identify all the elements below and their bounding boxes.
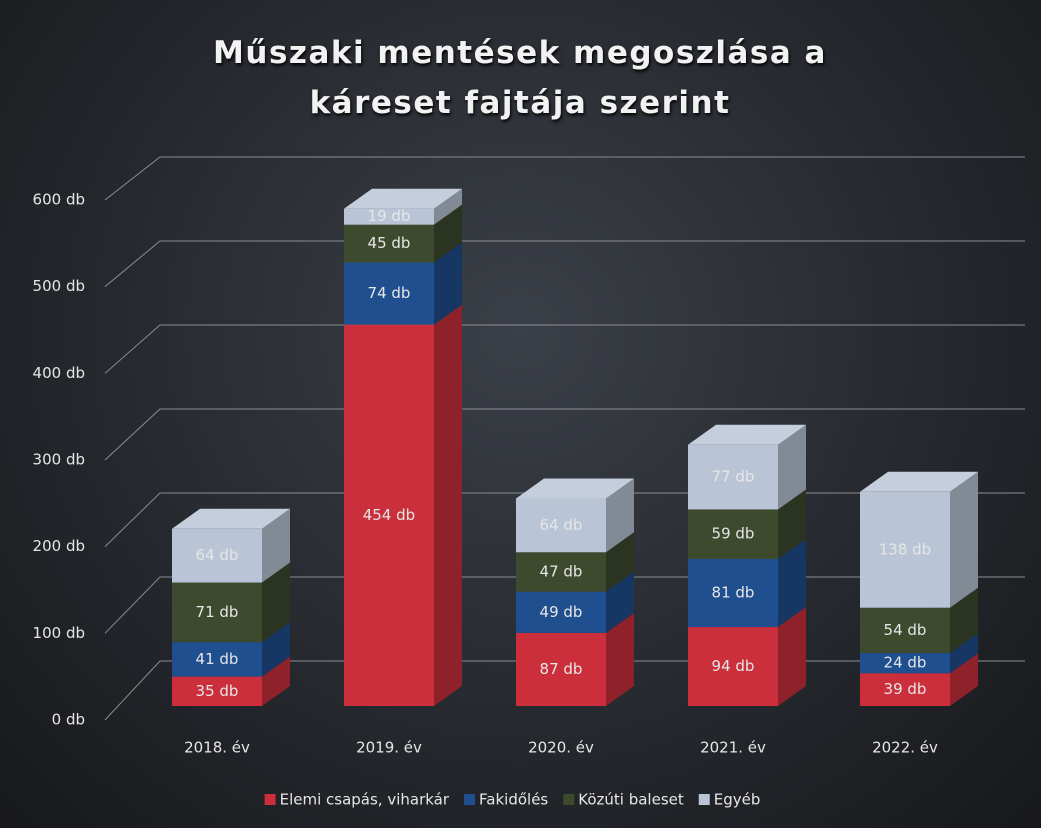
legend-swatch (464, 794, 476, 805)
y-tick-label: 0 db (52, 711, 85, 729)
data-label: 35 db (196, 682, 239, 700)
bar-side (262, 622, 290, 677)
x-tick-label: 2020. év (528, 739, 594, 757)
data-label: 24 db (884, 654, 927, 672)
data-label: 81 db (712, 584, 755, 602)
bar (172, 528, 262, 583)
grid-line (104, 156, 1025, 201)
bar-side (434, 304, 462, 706)
legend-swatch (563, 794, 575, 805)
bar (860, 491, 950, 608)
bar-side (950, 587, 978, 654)
bar-side (778, 489, 806, 559)
data-label: 77 db (712, 468, 755, 486)
bar-side (262, 508, 290, 583)
x-tick-label: 2022. év (872, 739, 938, 757)
data-label: 454 db (363, 506, 415, 524)
bar-side (262, 562, 290, 643)
data-label: 45 db (368, 234, 411, 252)
legend-label: Fakidőlés (479, 791, 548, 809)
bar-side (434, 188, 462, 225)
grid-line (104, 240, 1025, 288)
y-tick-label: 300 db (33, 451, 85, 469)
y-tick-label: 500 db (33, 277, 85, 295)
bar-top (344, 188, 462, 209)
legend-swatch (698, 794, 710, 805)
data-label: 41 db (196, 650, 239, 668)
bar-side (434, 242, 462, 325)
bar (172, 582, 262, 643)
legend-swatch (264, 794, 276, 805)
bar-top (688, 424, 806, 445)
bar (172, 676, 262, 706)
y-tick-label: 200 db (33, 537, 85, 555)
legend-label: Egyéb (714, 791, 761, 809)
data-label: 87 db (540, 660, 583, 678)
grid-line (104, 324, 1025, 374)
bar (516, 552, 606, 592)
bar (516, 632, 606, 706)
bar (688, 509, 778, 559)
bar (344, 224, 434, 263)
bar-top (516, 478, 634, 499)
bar (860, 673, 950, 706)
bar (344, 262, 434, 325)
x-tick-label: 2021. év (700, 739, 766, 757)
bar-side (606, 571, 634, 633)
y-tick-label: 100 db (33, 624, 85, 642)
bar (344, 324, 434, 706)
x-tick-label: 2019. év (356, 739, 422, 757)
bar-side (606, 612, 634, 706)
bar (688, 444, 778, 510)
data-label: 54 db (884, 621, 927, 639)
bar-top (860, 471, 978, 492)
legend-label: Elemi csapás, viharkár (280, 791, 450, 809)
bar-side (606, 478, 634, 553)
bar-side (950, 471, 978, 608)
bar-side (434, 204, 462, 263)
bar (860, 607, 950, 654)
bar (516, 498, 606, 553)
bar-side (778, 424, 806, 510)
bar-side (950, 653, 978, 706)
bar (860, 653, 950, 674)
y-tick-label: 400 db (33, 364, 85, 382)
bar-side (606, 532, 634, 592)
data-label: 59 db (712, 525, 755, 543)
x-tick-label: 2018. év (184, 739, 250, 757)
chart-title: Műszaki mentések megoszlása a káreset fa… (213, 35, 827, 121)
data-label: 39 db (884, 680, 927, 698)
bar-side (950, 633, 978, 674)
bar (688, 559, 778, 628)
bar (516, 591, 606, 633)
data-label: 47 db (540, 563, 583, 581)
legend-label: Közúti baleset (578, 791, 684, 809)
bar (344, 208, 434, 225)
bar-side (778, 539, 806, 628)
bar (172, 642, 262, 677)
data-label: 64 db (540, 516, 583, 534)
data-label: 94 db (712, 657, 755, 675)
data-label: 19 db (368, 207, 411, 225)
data-label: 71 db (196, 603, 239, 621)
data-label: 74 db (368, 284, 411, 302)
bar (688, 627, 778, 706)
grid-line (104, 408, 1025, 461)
data-label: 138 db (879, 540, 931, 558)
bar-side (262, 656, 290, 706)
bar-side (778, 607, 806, 706)
bar-top (172, 508, 290, 529)
data-label: 64 db (196, 546, 239, 564)
y-tick-label: 600 db (33, 191, 85, 209)
data-label: 49 db (540, 603, 583, 621)
